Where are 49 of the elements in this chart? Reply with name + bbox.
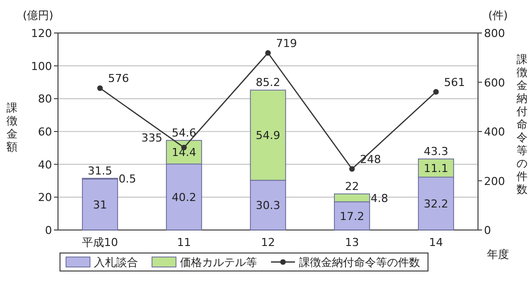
x-axis-title: 年度 xyxy=(487,248,509,261)
y-tick-label: 0 xyxy=(45,224,52,237)
point xyxy=(349,166,355,172)
legend-label: 課徴金納付命令等の件数 xyxy=(299,256,420,269)
text: (件) xyxy=(488,9,508,22)
y2-tick-label: 0 xyxy=(484,224,491,237)
total-label: 31.5 xyxy=(88,164,112,178)
data-label: 248 xyxy=(360,152,381,166)
total-label: 85.2 xyxy=(256,76,280,90)
total-label: 43.3 xyxy=(424,144,448,158)
data-label: 719 xyxy=(276,36,297,50)
data-label: 576 xyxy=(108,72,129,86)
data-label: 40.2 xyxy=(172,191,196,204)
data-label: 30.3 xyxy=(256,199,280,212)
y-axis-title: 課徴金額 xyxy=(6,102,18,154)
data-label: 31 xyxy=(93,198,107,212)
y2-tick-label: 600 xyxy=(484,76,505,90)
y-tick-label: 20 xyxy=(38,191,52,204)
x-tick-label: 11 xyxy=(177,236,191,249)
y-tick-label: 100 xyxy=(31,60,52,73)
y2-tick-label: 400 xyxy=(484,126,505,138)
point xyxy=(97,85,103,91)
data-label: 335 xyxy=(141,132,162,145)
legend-label: 価格カルテル等 xyxy=(180,256,257,269)
text: (億円) xyxy=(22,9,54,22)
x-tick-label: 12 xyxy=(261,236,275,249)
bar xyxy=(82,178,118,230)
y-tick-label: 60 xyxy=(38,126,52,138)
x-tick-label: 14 xyxy=(429,236,443,249)
x-tick-label: 平成10 xyxy=(82,236,118,249)
data-label: 17.2 xyxy=(340,210,364,223)
total-label: 54.6 xyxy=(172,126,196,140)
text: 課徴金納付命令等の件数 xyxy=(516,53,528,196)
y-tick-label: 80 xyxy=(38,92,52,106)
y-tick-label: 120 xyxy=(31,27,52,40)
x-tick-label: 13 xyxy=(345,236,359,249)
data-label: 4.8 xyxy=(370,192,388,205)
point xyxy=(433,89,439,95)
point xyxy=(265,50,271,56)
data-label: 561 xyxy=(444,76,465,89)
y2-tick-label: 800 xyxy=(484,27,505,40)
legend-label: 入札談合 xyxy=(94,256,138,269)
data-label: 32.2 xyxy=(424,198,448,211)
total-label: 22 xyxy=(345,180,359,193)
data-label: 0.5 xyxy=(118,172,136,186)
data-label: 54.9 xyxy=(256,129,280,142)
y-tick-label: 40 xyxy=(38,158,52,172)
data-label: 11.1 xyxy=(424,162,448,176)
y2-tick-label: 200 xyxy=(484,174,505,188)
